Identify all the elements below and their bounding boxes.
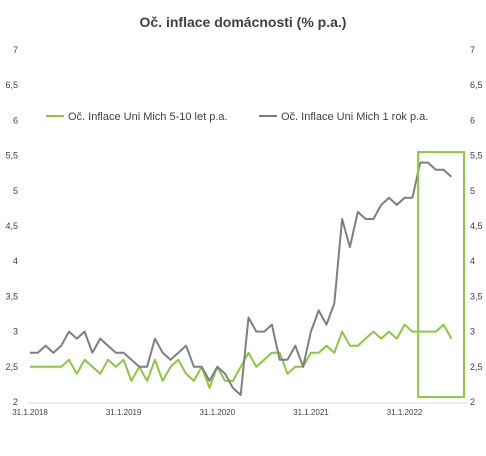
x-tick-label: 31.1.2019	[106, 408, 142, 417]
y-tick-right: 6,5	[470, 80, 483, 90]
series-line-1	[30, 323, 453, 389]
series-line-2	[30, 161, 453, 396]
y-tick-right: 2	[470, 397, 475, 407]
y-tick-right: 6	[470, 115, 475, 125]
y-tick-left: 6	[13, 115, 18, 125]
x-tick-label: 31.1.2022	[387, 408, 423, 417]
x-tick-label: 31.1.2021	[293, 408, 329, 417]
y-tick-right: 3,5	[470, 291, 483, 301]
y-tick-left: 3,5	[5, 291, 18, 301]
y-tick-right: 3	[470, 327, 475, 337]
y-tick-left: 7	[13, 45, 18, 55]
y-tick-right: 5	[470, 186, 475, 196]
y-tick-left: 5,5	[5, 151, 18, 161]
y-tick-right: 2,5	[470, 362, 483, 372]
y-tick-right: 5,5	[470, 151, 483, 161]
y-tick-left: 2,5	[5, 362, 18, 372]
chart-title: Oč. inflace domácnosti (% p.a.)	[139, 14, 347, 30]
y-tick-left: 6,5	[5, 80, 18, 90]
y-tick-right: 4,5	[470, 221, 483, 231]
y-tick-left: 5	[13, 186, 18, 196]
y-tick-left: 4	[13, 256, 18, 266]
legend-label-2: Oč. Inflace Uni Mich 1 rok p.a.	[281, 111, 428, 123]
y-tick-right: 4	[470, 256, 475, 266]
y-tick-left: 3	[13, 327, 18, 337]
y-tick-right: 7	[470, 45, 475, 55]
x-tick-label: 31.1.2020	[199, 408, 235, 417]
legend-label-1: Oč. Inflace Uni Mich 5-10 let p.a.	[68, 111, 228, 123]
x-tick-label: 31.1.2018	[12, 408, 48, 417]
highlight-box	[417, 151, 465, 399]
y-tick-left: 4,5	[5, 221, 18, 231]
y-tick-left: 2	[13, 397, 18, 407]
